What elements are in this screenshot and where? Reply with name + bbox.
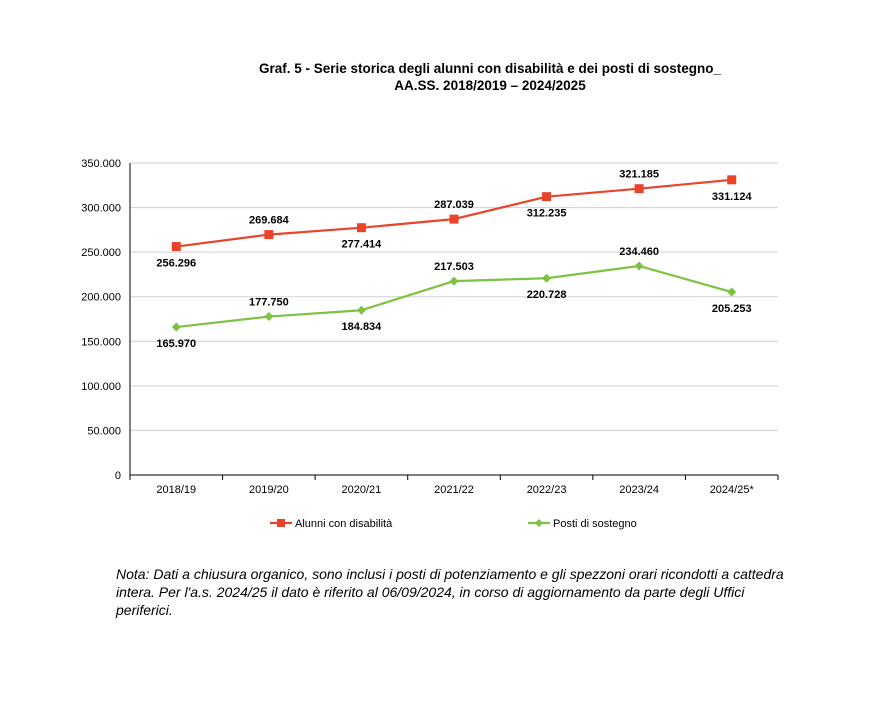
x-tick-label: 2018/19	[156, 484, 196, 496]
x-tick-label: 2021/22	[434, 484, 474, 496]
data-label: 277.414	[342, 239, 383, 251]
chart-title-line-2: AA.SS. 2018/2019 – 2024/2025	[394, 78, 586, 93]
y-tick-label: 0	[115, 470, 121, 482]
y-tick-label: 250.000	[81, 247, 121, 259]
data-label: 165.970	[156, 338, 196, 350]
data-label: 217.503	[434, 261, 474, 273]
chart-title-line-1: Graf. 5 - Serie storica degli alunni con…	[258, 61, 722, 76]
data-label: 269.684	[249, 215, 290, 227]
data-point-marker	[634, 184, 644, 194]
legend-label: Posti di sostegno	[553, 518, 637, 530]
data-point-marker	[634, 261, 644, 271]
series-line-alunni	[176, 178, 732, 248]
data-point-marker	[171, 242, 181, 252]
x-tick-label: 2022/23	[527, 484, 567, 496]
data-label: 312.235	[527, 208, 567, 220]
data-label: 220.728	[527, 289, 567, 301]
x-tick-label: 2020/21	[342, 484, 382, 496]
data-label: 331.124	[712, 191, 753, 203]
data-label: 177.750	[249, 297, 289, 309]
x-tick-label: 2019/20	[249, 484, 289, 496]
y-tick-label: 350.000	[81, 158, 121, 170]
data-label: 287.039	[434, 199, 474, 211]
data-label: 234.460	[619, 246, 659, 258]
x-tick-label: 2023/24	[619, 484, 659, 496]
y-tick-label: 200.000	[81, 292, 121, 304]
legend-label: Alunni con disabilità	[295, 518, 393, 530]
data-point-marker	[727, 175, 737, 185]
y-tick-label: 150.000	[81, 336, 121, 348]
chart-note: Nota: Dati a chiusura organico, sono inc…	[116, 566, 784, 618]
data-point-marker	[171, 322, 181, 332]
legend-marker	[535, 519, 543, 527]
data-point-marker	[356, 223, 366, 233]
data-point-marker	[264, 230, 274, 240]
line-chart: 0 50.000 100.000 150.000 200.000 250.000 300.0…	[81, 158, 779, 530]
data-point-marker	[449, 276, 459, 286]
y-tick-label: 300.000	[81, 203, 121, 215]
data-point-marker	[356, 305, 366, 315]
legend-marker	[277, 519, 285, 527]
x-tick-label: 2024/25*	[710, 484, 755, 496]
data-point-marker	[542, 273, 552, 283]
data-label: 256.296	[156, 258, 196, 270]
data-point-marker	[542, 192, 552, 202]
data-label: 321.185	[619, 169, 659, 181]
data-point-marker	[449, 214, 459, 224]
data-point-marker	[727, 287, 737, 297]
y-tick-label: 100.000	[81, 381, 121, 393]
y-tick-label: 50.000	[87, 425, 121, 437]
data-label: 205.253	[712, 303, 752, 315]
data-label: 184.834	[342, 321, 383, 333]
data-point-marker	[264, 312, 274, 322]
chart-title: Graf. 5 - Serie storica degli alunni con…	[200, 60, 780, 94]
